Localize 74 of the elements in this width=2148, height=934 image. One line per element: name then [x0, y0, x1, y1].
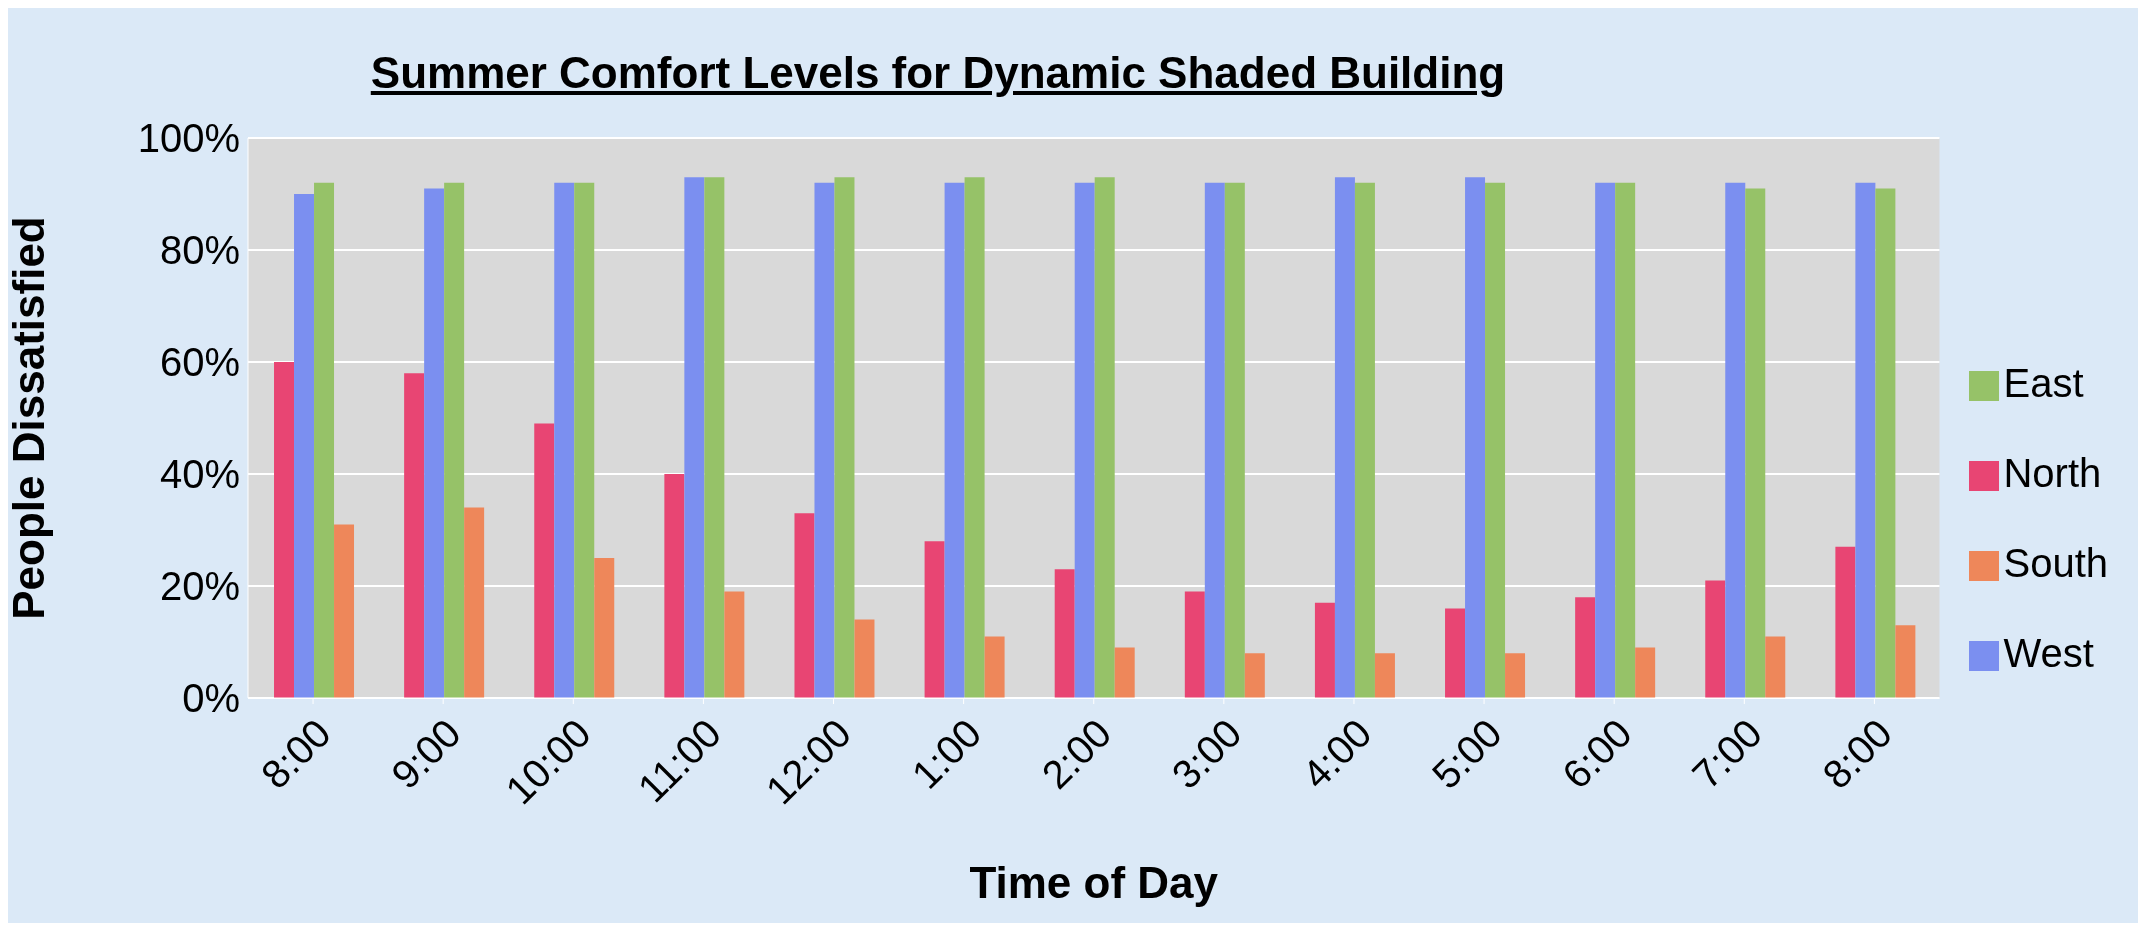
bar: [1334, 177, 1355, 698]
bar: [444, 182, 465, 698]
bar: [814, 182, 835, 698]
x-tick-label: 5:00: [1423, 710, 1510, 797]
bar: [704, 177, 725, 698]
bar: [1204, 182, 1225, 698]
bar: [594, 558, 615, 698]
y-tick-label: 60%: [159, 340, 240, 385]
bar: [1705, 580, 1726, 698]
bar: [1445, 608, 1466, 698]
bar: [984, 636, 1005, 698]
x-tick-label: 6:00: [1553, 710, 1640, 797]
bar: [1054, 569, 1075, 698]
legend-label: North: [2003, 451, 2102, 495]
y-tick-label: 0%: [182, 676, 240, 721]
x-tick-label: 8:00: [1813, 710, 1901, 797]
legend-label: East: [2003, 361, 2084, 405]
bar: [574, 182, 595, 698]
x-tick-label: 8:00: [252, 710, 339, 797]
bar: [1465, 177, 1486, 698]
bar: [1855, 182, 1876, 698]
bar: [684, 177, 705, 698]
bar: [1485, 182, 1506, 698]
bar: [794, 513, 815, 698]
y-tick-label: 40%: [159, 452, 240, 497]
bar: [554, 182, 575, 698]
bar: [1875, 188, 1896, 698]
x-tick-label: 9:00: [382, 710, 469, 797]
bar: [854, 619, 875, 698]
bar: [314, 182, 335, 698]
y-tick-label: 100%: [137, 116, 240, 161]
bar: [964, 177, 985, 698]
bar: [724, 591, 745, 698]
bar: [944, 182, 965, 698]
bar: [924, 541, 945, 698]
bar: [1745, 188, 1766, 698]
x-tick-label: 4:00: [1293, 710, 1380, 797]
bar: [1244, 653, 1265, 698]
bar: [404, 373, 425, 698]
bar: [1354, 182, 1375, 698]
bar: [1224, 182, 1245, 698]
bar: [1615, 182, 1636, 698]
legend-label: South: [2003, 541, 2108, 585]
y-tick-label: 80%: [159, 228, 240, 273]
bar: [834, 177, 855, 698]
bar: [274, 362, 295, 698]
bar: [1114, 647, 1135, 698]
bar: [1505, 653, 1526, 698]
bar: [664, 474, 685, 698]
bar: [464, 507, 485, 698]
bar: [1314, 602, 1335, 698]
bar: [424, 188, 445, 698]
legend-label: West: [2003, 631, 2094, 675]
chart-title: Summer Comfort Levels for Dynamic Shaded Building: [369, 47, 1507, 99]
bar: [334, 524, 355, 698]
x-axis-title: Time of Day: [969, 858, 1219, 907]
bar: [1595, 182, 1616, 698]
y-axis-title: People Dissatisfied: [3, 216, 53, 620]
bar: [1765, 636, 1786, 698]
bar: [1725, 182, 1746, 698]
bar: [1575, 597, 1596, 698]
bar: [1895, 625, 1916, 698]
bar: [1094, 177, 1115, 698]
bar: [534, 423, 555, 698]
bar: [1635, 647, 1656, 698]
y-tick-label: 20%: [159, 564, 240, 609]
x-tick-label: 3:00: [1163, 710, 1250, 797]
bar: [1184, 591, 1205, 698]
bar: [1835, 546, 1856, 698]
bar: [1374, 653, 1395, 698]
bar: [1074, 182, 1095, 698]
x-tick-label: 7:00: [1683, 710, 1771, 797]
bar: [294, 194, 315, 698]
x-tick-label: 1:00: [903, 710, 990, 797]
